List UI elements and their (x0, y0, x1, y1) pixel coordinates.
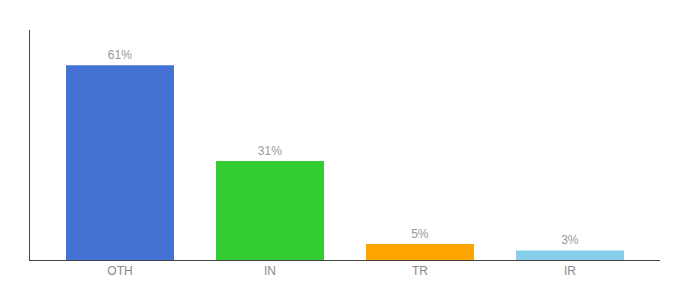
svg-text:IN: IN (264, 264, 276, 278)
svg-text:31%: 31% (258, 144, 282, 158)
svg-text:61%: 61% (108, 48, 132, 62)
svg-text:OTH: OTH (107, 264, 132, 278)
svg-text:TR: TR (412, 264, 428, 278)
svg-text:3%: 3% (561, 233, 579, 247)
svg-text:5%: 5% (411, 227, 429, 241)
svg-text:IR: IR (564, 264, 576, 278)
